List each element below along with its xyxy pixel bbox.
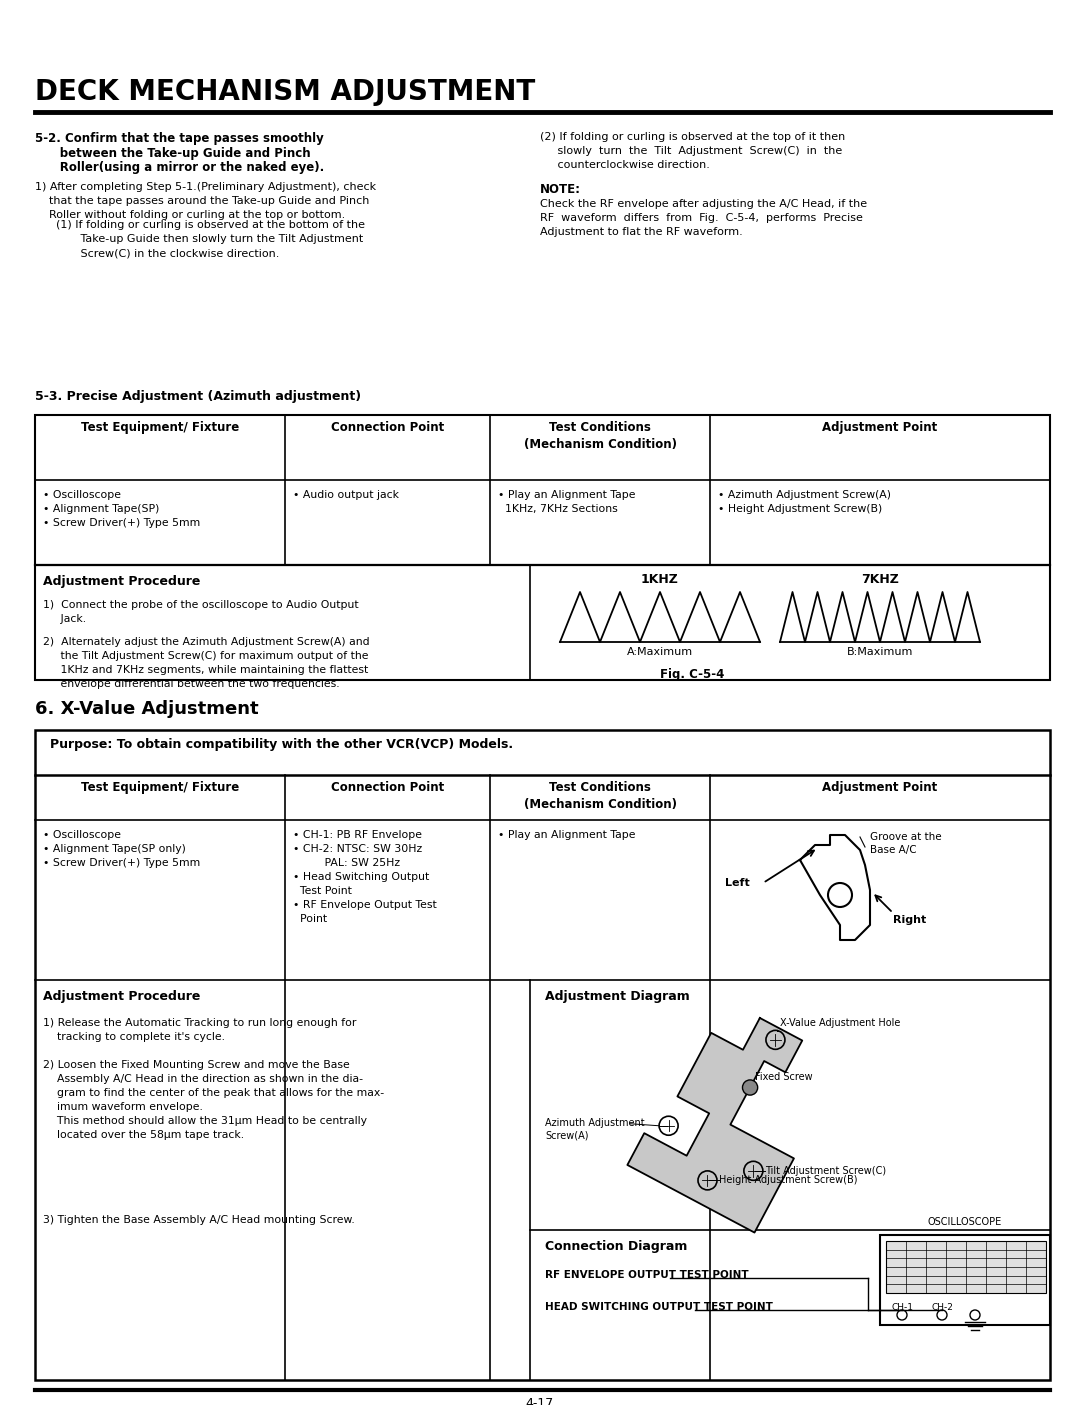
- Text: between the Take-up Guide and Pinch: between the Take-up Guide and Pinch: [35, 146, 311, 160]
- Text: Adjustment Procedure: Adjustment Procedure: [43, 575, 201, 589]
- Text: • Azimuth Adjustment Screw(A)
• Height Adjustment Screw(B): • Azimuth Adjustment Screw(A) • Height A…: [718, 490, 891, 514]
- Text: 5-2. Confirm that the tape passes smoothly: 5-2. Confirm that the tape passes smooth…: [35, 132, 324, 145]
- Text: CH-2: CH-2: [931, 1302, 953, 1312]
- Text: (2) If folding or curling is observed at the top of it then
     slowly  turn  t: (2) If folding or curling is observed at…: [540, 132, 846, 170]
- Text: Connection Point: Connection Point: [330, 422, 444, 434]
- Text: Adjustment Point: Adjustment Point: [822, 422, 937, 434]
- Text: HEAD SWITCHING OUTPUT TEST POINT: HEAD SWITCHING OUTPUT TEST POINT: [545, 1302, 773, 1312]
- Text: • Play an Alignment Tape: • Play an Alignment Tape: [498, 830, 635, 840]
- Text: Test Equipment/ Fixture: Test Equipment/ Fixture: [81, 781, 239, 794]
- Text: 2) Loosen the Fixed Mounting Screw and move the Base
    Assembly A/C Head in th: 2) Loosen the Fixed Mounting Screw and m…: [43, 1059, 384, 1139]
- Bar: [35, 414, 1050, 565]
- Text: Test Conditions
(Mechanism Condition): Test Conditions (Mechanism Condition): [524, 422, 676, 451]
- Text: Azimuth Adjustment
Screw(A): Azimuth Adjustment Screw(A): [545, 1118, 645, 1139]
- Text: Check the RF envelope after adjusting the A/C Head, if the
RF  waveform  differs: Check the RF envelope after adjusting th…: [540, 200, 867, 237]
- Text: Fixed Screw: Fixed Screw: [755, 1072, 813, 1082]
- Bar: [35, 565, 1050, 680]
- Text: Adjustment Procedure: Adjustment Procedure: [43, 991, 201, 1003]
- Text: Tilt Adjustment Screw(C): Tilt Adjustment Screw(C): [766, 1166, 887, 1176]
- Text: RF ENVELOPE OUTPUT TEST POINT: RF ENVELOPE OUTPUT TEST POINT: [545, 1270, 748, 1280]
- Text: 1)  Connect the probe of the oscilloscope to Audio Output
     Jack.: 1) Connect the probe of the oscilloscope…: [43, 600, 359, 624]
- Circle shape: [742, 1080, 758, 1094]
- Polygon shape: [627, 1019, 802, 1232]
- Text: (1) If folding or curling is observed at the bottom of the
             Take-up : (1) If folding or curling is observed at…: [35, 221, 365, 259]
- Text: Purpose: To obtain compatibility with the other VCR(VCP) Models.: Purpose: To obtain compatibility with th…: [50, 738, 513, 752]
- Text: Height Adjustment Screw(B): Height Adjustment Screw(B): [719, 1176, 858, 1186]
- Text: Groove at the
Base A/C: Groove at the Base A/C: [870, 832, 942, 856]
- Text: Adjustment Diagram: Adjustment Diagram: [545, 991, 690, 1003]
- Text: A:Maximum: A:Maximum: [626, 646, 693, 658]
- Text: 1KHZ: 1KHZ: [642, 573, 679, 586]
- Text: 7KHZ: 7KHZ: [861, 573, 899, 586]
- Text: • Oscilloscope
• Alignment Tape(SP only)
• Screw Driver(+) Type 5mm: • Oscilloscope • Alignment Tape(SP only)…: [43, 830, 200, 868]
- Text: X-Value Adjustment Hole: X-Value Adjustment Hole: [781, 1017, 901, 1028]
- Bar: [880, 1235, 1050, 1325]
- Text: Test Conditions
(Mechanism Condition): Test Conditions (Mechanism Condition): [524, 781, 676, 811]
- Bar: [886, 1241, 1047, 1293]
- Text: 1) After completing Step 5-1.(Preliminary Adjustment), check
    that the tape p: 1) After completing Step 5-1.(Preliminar…: [35, 183, 376, 221]
- Text: 6. X-Value Adjustment: 6. X-Value Adjustment: [35, 700, 258, 718]
- Text: Left: Left: [725, 878, 750, 888]
- Text: DECK MECHANISM ADJUSTMENT: DECK MECHANISM ADJUSTMENT: [35, 79, 536, 105]
- Text: • Oscilloscope
• Alignment Tape(SP)
• Screw Driver(+) Type 5mm: • Oscilloscope • Alignment Tape(SP) • Sc…: [43, 490, 200, 528]
- Text: • Audio output jack: • Audio output jack: [293, 490, 399, 500]
- Text: Right: Right: [893, 915, 927, 924]
- Text: OSCILLOSCOPE: OSCILLOSCOPE: [928, 1217, 1002, 1227]
- Text: CH-1: CH-1: [891, 1302, 913, 1312]
- Text: 2)  Alternately adjust the Azimuth Adjustment Screw(A) and
     the Tilt Adjustm: 2) Alternately adjust the Azimuth Adjust…: [43, 636, 369, 688]
- Text: 5-3. Precise Adjustment (Azimuth adjustment): 5-3. Precise Adjustment (Azimuth adjustm…: [35, 391, 361, 403]
- Text: Roller(using a mirror or the naked eye).: Roller(using a mirror or the naked eye).: [35, 162, 324, 174]
- Text: 3) Tighten the Base Assembly A/C Head mounting Screw.: 3) Tighten the Base Assembly A/C Head mo…: [43, 1215, 354, 1225]
- Text: Adjustment Point: Adjustment Point: [822, 781, 937, 794]
- Text: 1) Release the Automatic Tracking to run long enough for
    tracking to complet: 1) Release the Automatic Tracking to run…: [43, 1019, 356, 1043]
- Text: • Play an Alignment Tape
  1KHz, 7KHz Sections: • Play an Alignment Tape 1KHz, 7KHz Sect…: [498, 490, 635, 514]
- Text: NOTE:: NOTE:: [540, 183, 581, 197]
- Bar: [35, 731, 1050, 1380]
- Text: Connection Diagram: Connection Diagram: [545, 1241, 687, 1253]
- Text: Test Equipment/ Fixture: Test Equipment/ Fixture: [81, 422, 239, 434]
- Text: Connection Point: Connection Point: [330, 781, 444, 794]
- Text: B:Maximum: B:Maximum: [847, 646, 914, 658]
- Text: 4-17: 4-17: [526, 1397, 554, 1405]
- Text: • CH-1: PB RF Envelope
• CH-2: NTSC: SW 30Hz
         PAL: SW 25Hz
• Head Switch: • CH-1: PB RF Envelope • CH-2: NTSC: SW …: [293, 830, 436, 924]
- Text: Fig. C-5-4: Fig. C-5-4: [660, 667, 725, 681]
